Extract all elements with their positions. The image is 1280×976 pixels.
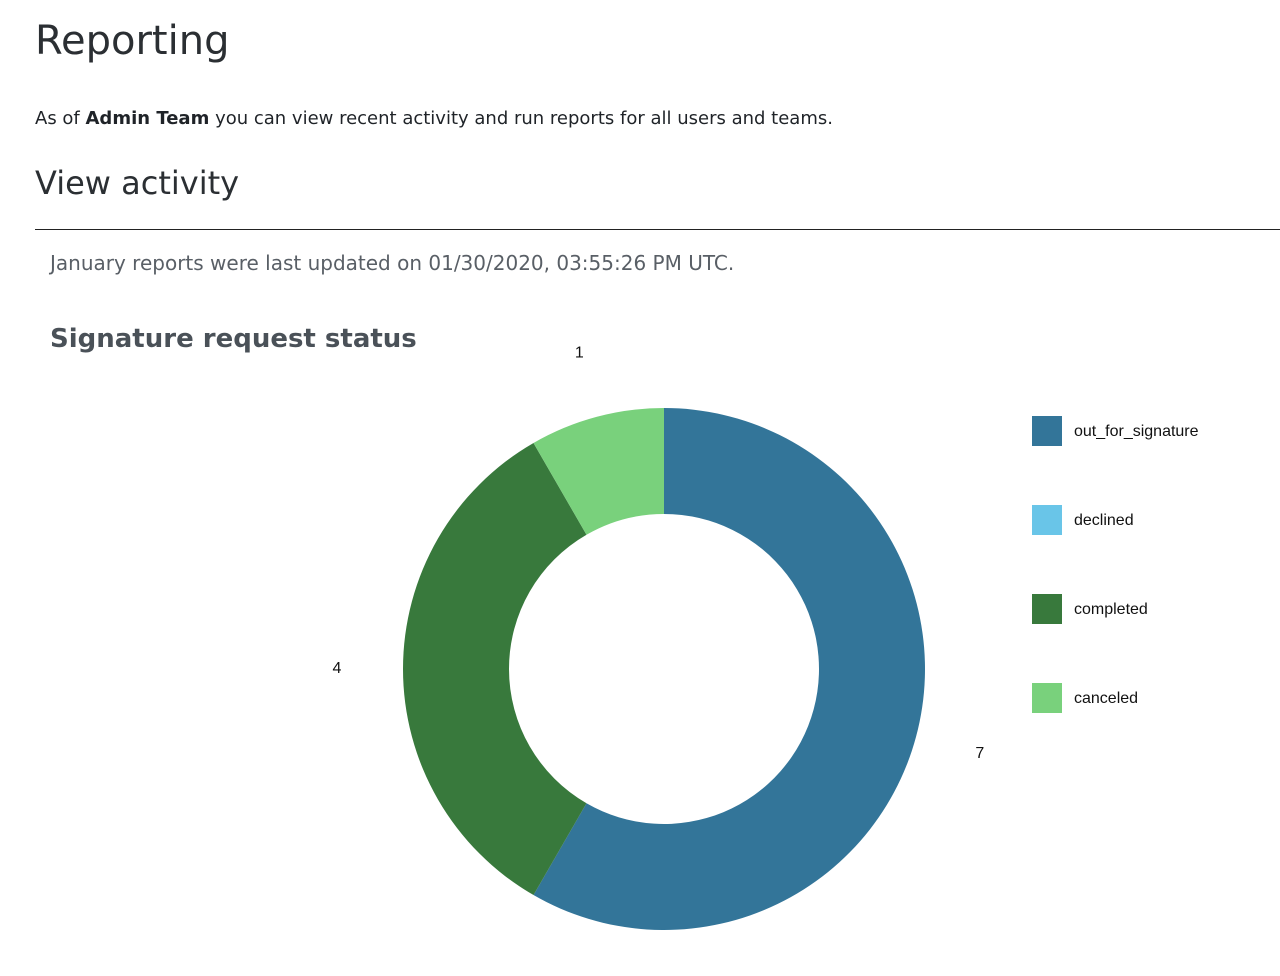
chart-title: Signature request status <box>50 324 417 354</box>
legend-label: declined <box>1074 512 1134 529</box>
legend-swatch <box>1032 505 1062 535</box>
update-note: January reports were last updated on 01/… <box>50 251 735 275</box>
donut-slice <box>403 442 587 896</box>
section-title: View activity <box>35 164 240 202</box>
team-name: Admin Team <box>85 108 210 129</box>
donut-slice <box>533 408 664 535</box>
intro-after: you can view recent activity and run rep… <box>215 108 833 129</box>
donut-slice <box>533 408 925 931</box>
legend-label: out_for_signature <box>1074 423 1199 440</box>
legend-swatch <box>1032 416 1062 446</box>
legend-swatch <box>1032 683 1062 713</box>
slice-label: 7 <box>975 745 984 762</box>
divider <box>35 229 1280 230</box>
slice-label: 4 <box>333 660 342 677</box>
legend-label: canceled <box>1074 690 1138 707</box>
page-title: Reporting <box>35 18 230 64</box>
intro-before: As of <box>35 108 80 129</box>
intro-text: As of Admin Team you can view recent act… <box>35 108 833 129</box>
legend-label: completed <box>1074 601 1148 618</box>
slice-label: 1 <box>575 344 584 361</box>
legend-swatch <box>1032 594 1062 624</box>
